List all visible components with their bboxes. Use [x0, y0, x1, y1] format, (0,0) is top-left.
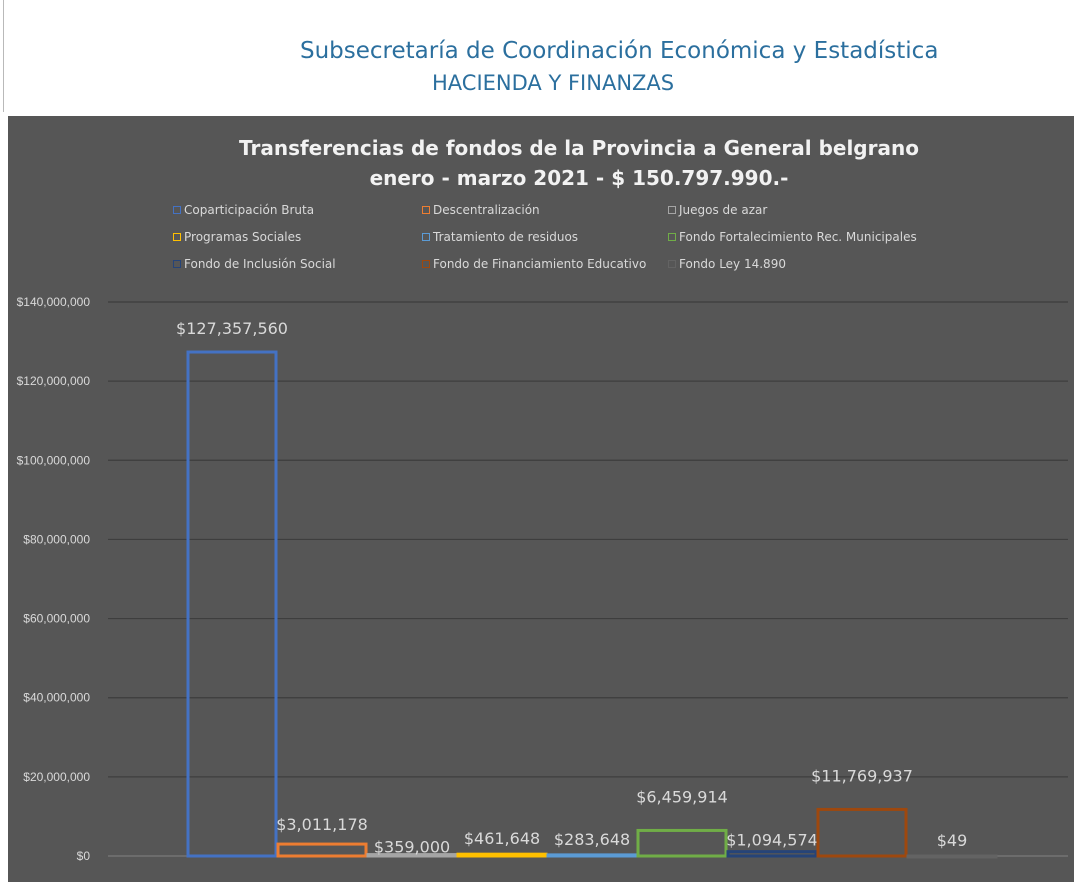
- data-label: $461,648: [464, 829, 540, 848]
- legend-item: Tratamiento de residuos: [422, 230, 578, 244]
- data-label: $359,000: [374, 838, 450, 857]
- legend-label: Coparticipación Bruta: [184, 203, 315, 217]
- legend-label: Tratamiento de residuos: [433, 230, 579, 244]
- data-label: $1,094,574: [726, 831, 818, 850]
- legend-label: Juegos de azar: [679, 203, 768, 217]
- bar: [186, 350, 278, 858]
- legend-swatch: [422, 260, 430, 268]
- legend-swatch: [422, 206, 430, 214]
- bar: [906, 854, 998, 859]
- legend-item: Fondo de Inclusión Social: [173, 257, 336, 271]
- legend-item: Descentralización: [422, 203, 540, 217]
- legend-swatch: [173, 260, 181, 268]
- legend-swatch: [668, 260, 676, 268]
- legend-item: Fondo Ley 14.890: [668, 257, 786, 271]
- bar: [276, 842, 368, 858]
- y-tick-label: $0: [77, 849, 91, 863]
- chart-title: Transferencias de fondos de la Provincia…: [239, 136, 919, 160]
- chart-panel: Transferencias de fondos de la Provincia…: [8, 116, 1074, 882]
- y-tick-label: $40,000,000: [23, 691, 90, 705]
- legend-item: Programas Sociales: [173, 230, 301, 244]
- legend-label: Descentralización: [433, 203, 540, 217]
- data-label: $127,357,560: [176, 319, 288, 338]
- legend-label: Fondo Fortalecimiento Rec. Municipales: [679, 230, 917, 244]
- bar-chart: $0 $20,000,000 $40,000,000 $60,000,000 $80,0…: [17, 295, 1068, 863]
- y-tick-label: $100,000,000: [17, 453, 91, 467]
- bar: [366, 853, 458, 858]
- legend-swatch: [668, 233, 676, 241]
- legend-swatch: [173, 233, 181, 241]
- y-tick-label: $20,000,000: [23, 770, 90, 784]
- legend-swatch: [422, 233, 430, 241]
- bar: [456, 852, 548, 858]
- legend-swatch: [173, 206, 181, 214]
- y-tick-label: $120,000,000: [17, 374, 91, 388]
- y-tick-label: $60,000,000: [23, 612, 90, 626]
- y-tick-label: $140,000,000: [17, 295, 91, 309]
- legend-swatch: [668, 206, 676, 214]
- legend-label: Programas Sociales: [184, 230, 302, 244]
- data-label: $11,769,937: [811, 766, 913, 785]
- bar: [726, 850, 818, 858]
- data-label: $3,011,178: [276, 815, 368, 834]
- data-label: $283,648: [554, 830, 630, 849]
- legend-item: Juegos de azar: [668, 203, 767, 217]
- header-hacienda: HACIENDA Y FINANZAS: [432, 71, 675, 95]
- page-border: [3, 0, 4, 112]
- legend-label: Fondo de Inclusión Social: [184, 257, 336, 271]
- data-label: $49: [937, 831, 968, 850]
- bar: [816, 807, 908, 858]
- bar: [636, 828, 728, 858]
- legend-item: Fondo de Financiamiento Educativo: [422, 257, 646, 271]
- report-header: Subsecretaría de Coordinación Económica …: [0, 0, 1080, 112]
- header-subsecretaria: Subsecretaría de Coordinación Económica …: [300, 38, 939, 64]
- legend-label: Fondo Ley 14.890: [679, 257, 786, 271]
- bar: [546, 853, 638, 858]
- y-tick-label: $80,000,000: [23, 532, 90, 546]
- data-label: $6,459,914: [636, 787, 728, 806]
- legend-label: Fondo de Financiamiento Educativo: [433, 257, 647, 271]
- legend-item: Coparticipación Bruta: [173, 203, 314, 217]
- chart-subtitle: enero - marzo 2021 - $ 150.797.990.-: [369, 166, 789, 190]
- legend-item: Fondo Fortalecimiento Rec. Municipales: [668, 230, 917, 244]
